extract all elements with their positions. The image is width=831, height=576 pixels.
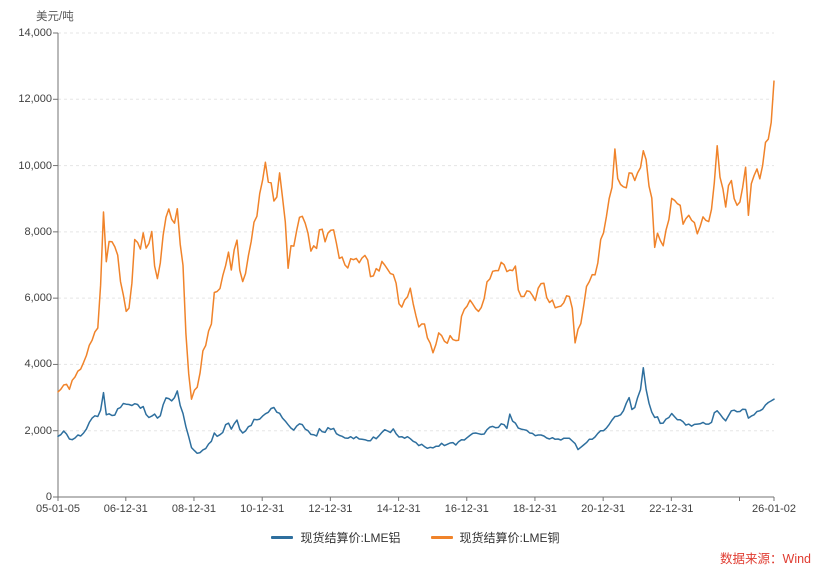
legend-label-copper: 现货结算价:LME铜 — [459, 531, 560, 545]
x-tick-label: 22-12-31 — [649, 503, 694, 515]
x-tick-label: 10-12-31 — [240, 503, 285, 515]
y-axis-unit-label: 美元/吨 — [36, 11, 74, 23]
legend-item-lme-aluminum[interactable]: 现货结算价:LME铝 — [271, 529, 401, 546]
y-tick-label: 10,000 — [18, 159, 52, 172]
x-tick-label: 08-12-31 — [171, 503, 216, 515]
y-tick-label: 2,000 — [24, 424, 52, 437]
x-tick-label: 18-12-31 — [512, 503, 557, 515]
data-source-label: 数据来源：Wind — [720, 552, 811, 566]
x-tick-label: 14-12-31 — [376, 503, 421, 515]
x-tick-label: 20-12-31 — [581, 503, 626, 515]
x-tick-label: 26-01-02 — [751, 503, 797, 515]
y-tick-label: 6,000 — [24, 292, 52, 305]
y-tick-label: 0 — [45, 491, 52, 503]
copper-line-swatch-icon — [430, 536, 453, 539]
x-tick-label: 12-12-31 — [308, 503, 353, 515]
aluminum-line-swatch-icon — [271, 536, 294, 539]
legend-label-aluminum: 现货结算价:LME铝 — [300, 531, 401, 545]
x-tick-label: 05-01-05 — [35, 503, 81, 515]
y-tick-label: 14,000 — [18, 27, 52, 39]
chart-legend: 现货结算价:LME铝 现货结算价:LME铜 — [0, 529, 831, 546]
copper-series-line — [57, 80, 775, 400]
y-tick-label: 8,000 — [24, 225, 52, 238]
y-tick-label: 4,000 — [24, 358, 52, 371]
legend-item-lme-copper[interactable]: 现货结算价:LME铜 — [430, 529, 560, 546]
y-tick-label: 12,000 — [18, 93, 52, 106]
aluminum-series-line — [57, 366, 775, 455]
x-tick-label: 06-12-31 — [103, 503, 148, 515]
x-tick-label: 16-12-31 — [444, 503, 489, 515]
